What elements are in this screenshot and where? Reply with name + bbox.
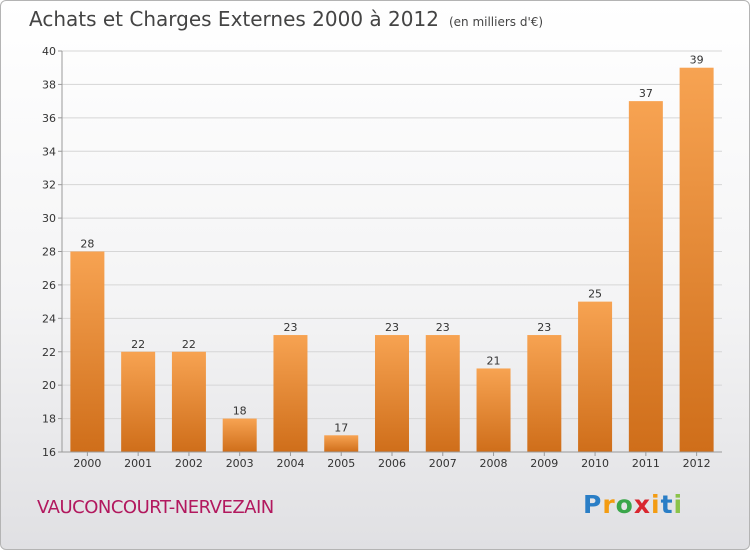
data-label-2011: 37 bbox=[639, 87, 653, 100]
y-axis-ticks: 16 18 20 22 24 26 28 30 32 34 36 38 40 bbox=[42, 45, 62, 459]
data-labels: 28 22 22 18 23 17 23 23 21 23 25 37 39 bbox=[80, 54, 703, 435]
x-tick-label: 2005 bbox=[327, 457, 355, 470]
y-tick-label: 18 bbox=[42, 413, 56, 426]
bar-2002[interactable] bbox=[171, 351, 206, 452]
bar-2003[interactable] bbox=[222, 418, 257, 452]
x-tick-label: 2010 bbox=[581, 457, 609, 470]
bar-2000[interactable] bbox=[70, 251, 105, 453]
bar-2007[interactable] bbox=[425, 335, 460, 452]
data-label-2009: 23 bbox=[537, 321, 551, 334]
y-tick-label: 36 bbox=[42, 112, 56, 125]
y-tick-label: 24 bbox=[42, 312, 56, 325]
bar-2006[interactable] bbox=[375, 335, 409, 452]
bars bbox=[70, 67, 714, 453]
x-tick-label: 2012 bbox=[683, 457, 711, 470]
proxiti-logo[interactable]: Proxiti bbox=[583, 490, 683, 519]
logo-letter: t bbox=[660, 490, 674, 519]
commune-name: VAUCONCOURT-NERVEZAIN bbox=[37, 497, 274, 518]
chart-unit: (en milliers d'€) bbox=[448, 15, 544, 29]
y-tick-label: 32 bbox=[42, 179, 56, 192]
bar-2004[interactable] bbox=[273, 335, 308, 452]
data-label-2001: 22 bbox=[131, 338, 145, 351]
logo-letter: i bbox=[651, 490, 661, 519]
x-tick-label: 2007 bbox=[429, 457, 457, 470]
bar-2008[interactable] bbox=[476, 368, 511, 452]
data-label-2004: 23 bbox=[283, 321, 297, 334]
bar-2005[interactable] bbox=[324, 435, 359, 452]
x-tick-label: 2004 bbox=[276, 457, 304, 470]
logo-letter: i bbox=[673, 490, 684, 519]
data-label-2003: 18 bbox=[233, 405, 247, 418]
y-tick-label: 28 bbox=[42, 246, 56, 259]
x-tick-label: 2000 bbox=[73, 457, 101, 470]
x-tick-label: 2011 bbox=[632, 457, 660, 470]
data-label-2007: 23 bbox=[436, 321, 450, 334]
bar-2001[interactable] bbox=[121, 351, 156, 452]
y-tick-label: 22 bbox=[42, 346, 56, 359]
y-tick-label: 30 bbox=[42, 212, 56, 225]
data-label-2002: 22 bbox=[182, 338, 196, 351]
y-tick-label: 16 bbox=[42, 446, 56, 459]
x-axis-ticks: 2000 2001 2002 2003 2004 2005 2006 2007 2008 2009… bbox=[73, 452, 711, 470]
chart-title-text: Achats et Charges Externes 2000 à 2012 bbox=[29, 7, 439, 31]
x-tick-label: 2006 bbox=[378, 457, 406, 470]
bar-2010[interactable] bbox=[578, 301, 613, 452]
x-tick-label: 2001 bbox=[124, 457, 152, 470]
data-label-2010: 25 bbox=[588, 288, 602, 301]
data-label-2008: 21 bbox=[487, 354, 501, 367]
logo-letter: x bbox=[633, 490, 651, 519]
y-tick-label: 38 bbox=[42, 78, 56, 91]
y-tick-label: 20 bbox=[42, 379, 56, 392]
logo-letter: r bbox=[602, 490, 616, 519]
x-tick-label: 2009 bbox=[530, 457, 558, 470]
y-tick-label: 40 bbox=[42, 45, 56, 58]
bar-2009[interactable] bbox=[527, 335, 562, 452]
data-label-2012: 39 bbox=[690, 54, 704, 67]
data-label-2005: 17 bbox=[334, 421, 348, 434]
x-tick-label: 2003 bbox=[226, 457, 254, 470]
logo-letter: o bbox=[615, 490, 634, 519]
x-tick-label: 2002 bbox=[175, 457, 203, 470]
y-tick-label: 26 bbox=[42, 279, 56, 292]
bar-2011[interactable] bbox=[628, 101, 663, 452]
logo-letter: P bbox=[583, 490, 603, 519]
y-tick-label: 34 bbox=[42, 145, 56, 158]
bar-2012[interactable] bbox=[679, 67, 714, 452]
x-tick-label: 2008 bbox=[480, 457, 508, 470]
data-label-2006: 23 bbox=[385, 321, 399, 334]
data-label-2000: 28 bbox=[80, 238, 94, 251]
chart-title: Achats et Charges Externes 2000 à 2012 (e… bbox=[29, 7, 543, 31]
